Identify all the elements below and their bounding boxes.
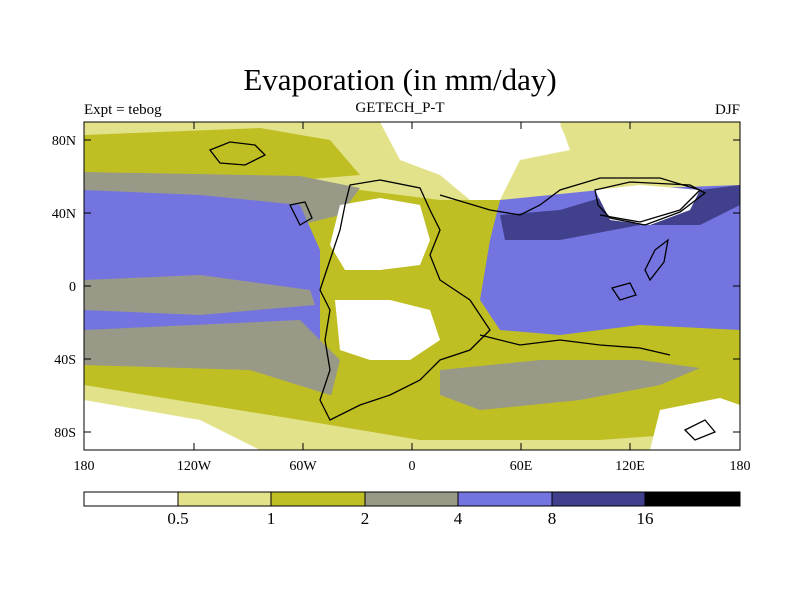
colorbar-label-16: 16 <box>637 509 654 528</box>
plot-title: Evaporation (in mm/day) <box>243 62 557 97</box>
lon-label-120w: 120W <box>177 459 212 474</box>
colorbar-frame <box>83 491 741 507</box>
colorbar-box-0 <box>84 492 178 506</box>
lat-label-80n: 80N <box>52 134 76 149</box>
lon-label-60e: 60E <box>510 459 533 474</box>
coastline-south-continent <box>479 334 671 356</box>
coastline-northeast-continent <box>594 181 707 226</box>
lat-label-40s: 40S <box>54 353 76 368</box>
colorbar-label-4: 4 <box>454 509 463 528</box>
season-label: DJF <box>714 102 740 118</box>
experiment-label: Expt = tebog <box>84 102 162 118</box>
colorbar-box-4 <box>458 492 552 506</box>
coastline-northwest-island <box>289 201 313 226</box>
coastlines <box>208 141 717 441</box>
coastline-arctic-island <box>208 141 267 166</box>
latitude-axis: 80N 40N 0 40S 80S <box>52 134 740 441</box>
field-south-light <box>84 385 740 450</box>
dataset-label: GETECH_P-T <box>355 100 445 116</box>
colorbar-box-6 <box>645 492 740 506</box>
lat-label-40n: 40N <box>52 207 76 222</box>
lon-label-180e: 180 <box>730 459 751 474</box>
lon-label-180w: 180 <box>74 459 95 474</box>
colorbar-label-1: 1 <box>267 509 276 528</box>
colorbar-box-2 <box>271 492 365 506</box>
field-arctic-white <box>380 122 570 200</box>
lon-label-60w: 60W <box>289 459 317 474</box>
colorbar-box-5 <box>552 492 645 506</box>
coastline-small-island <box>610 282 637 301</box>
coastline-antarctic-island <box>683 419 717 441</box>
field-south-ocean-grey <box>440 360 700 410</box>
colorbar-label-0-5: 0.5 <box>167 509 188 528</box>
longitude-axis: 180 120W 60W 0 60E 120E 180 <box>74 122 751 474</box>
colorbar-box-1 <box>178 492 271 506</box>
coastline-east-continent <box>439 177 702 223</box>
lat-label-0: 0 <box>69 280 76 295</box>
colorbar-box-3 <box>365 492 458 506</box>
field-south-polar-white-east <box>650 398 740 450</box>
field-land-south <box>335 300 440 360</box>
field-south-polar-white <box>84 400 260 450</box>
colorbar-label-8: 8 <box>548 509 557 528</box>
lat-label-80s: 80S <box>54 426 76 441</box>
lon-label-0: 0 <box>409 459 416 474</box>
evaporation-field <box>84 122 740 450</box>
field-northeast-light <box>560 125 740 185</box>
field-land-north <box>330 198 430 270</box>
field-tropical-grey <box>84 275 315 315</box>
field-north-olive <box>84 128 360 180</box>
lon-label-120e: 120E <box>615 459 645 474</box>
coastline-west-continent <box>319 179 491 421</box>
colorbar: 0.5 1 2 4 8 16 <box>83 491 741 528</box>
colorbar-label-2: 2 <box>361 509 370 528</box>
coastline-pacific-island <box>644 238 669 282</box>
